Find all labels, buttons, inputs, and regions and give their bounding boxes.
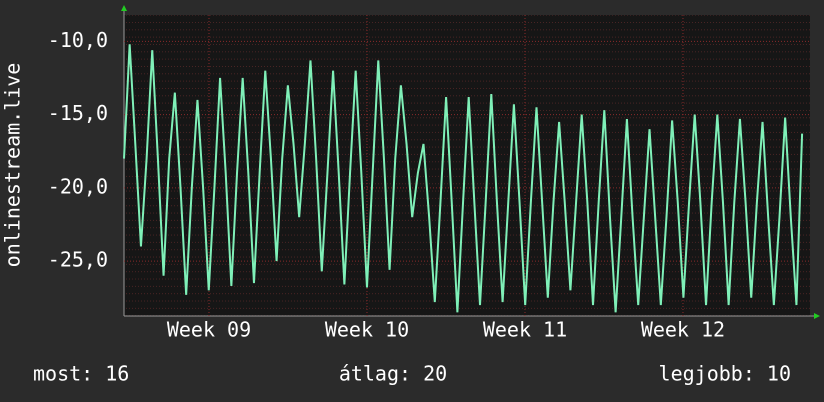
y-tick-label: -25,0 [48,248,108,272]
y-tick-label: -10,0 [48,28,108,52]
data-line [123,44,804,313]
x-tick-label: Week 10 [325,318,409,342]
footer-best: legjobb: 10 [659,362,791,386]
x-tick-label: Week 11 [483,318,567,342]
footer-average: átlag: 20 [339,362,447,386]
y-tick-label: -20,0 [48,174,108,198]
x-tick-label: Week 09 [167,318,251,342]
y-tick-label: -15,0 [48,101,108,125]
y-axis-title: onlinestream.live [1,63,25,268]
footer-current: most: 16 [33,362,129,386]
x-arrow [814,313,820,319]
x-tick-label: Week 12 [641,318,725,342]
y-arrow [121,5,127,11]
